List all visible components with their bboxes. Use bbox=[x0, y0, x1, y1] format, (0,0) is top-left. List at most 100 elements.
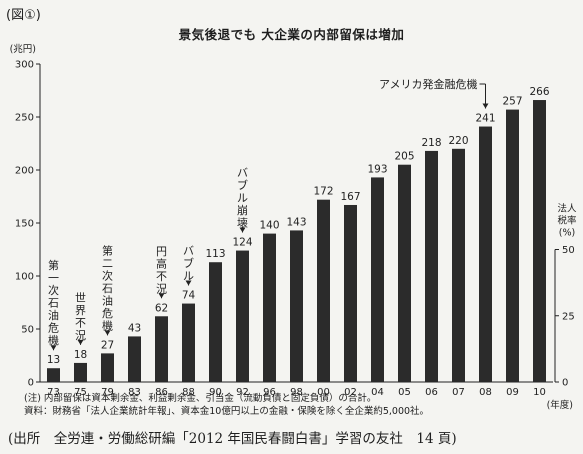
annotation-char: ル bbox=[183, 270, 194, 283]
bar bbox=[317, 199, 330, 382]
x-tick-label: 02 bbox=[344, 387, 357, 398]
annotation-char: 次 bbox=[48, 283, 59, 297]
y-tick-label: 150 bbox=[15, 219, 34, 230]
x-tick-label: 90 bbox=[209, 387, 222, 398]
bar bbox=[236, 250, 249, 382]
annotation-char: 一 bbox=[48, 272, 59, 285]
annotation-arrowhead bbox=[104, 330, 111, 336]
annotation-char: 第 bbox=[48, 258, 59, 272]
annotation-char: 不 bbox=[156, 270, 167, 283]
y-tick-label: 250 bbox=[15, 113, 34, 124]
annotation-char: 高 bbox=[156, 256, 167, 270]
annotation-char: バ bbox=[237, 167, 248, 180]
x-tick-label: 00 bbox=[317, 387, 330, 398]
annotation-char: ル bbox=[237, 192, 248, 205]
bar-value-label: 124 bbox=[232, 237, 252, 249]
x-tick-label: 83 bbox=[128, 387, 141, 398]
bar bbox=[398, 164, 411, 382]
annotation-char: 界 bbox=[75, 304, 86, 317]
y-tick-label: 0 bbox=[28, 378, 34, 389]
bar bbox=[533, 100, 546, 382]
bar bbox=[290, 230, 303, 382]
x-tick-label: 10 bbox=[533, 387, 546, 398]
bar-value-label: 62 bbox=[155, 302, 168, 314]
bar bbox=[101, 353, 114, 382]
bar-value-label: 218 bbox=[421, 137, 441, 149]
x-tick-label: 07 bbox=[452, 387, 465, 398]
x-tick-label: 09 bbox=[506, 387, 519, 398]
secondary-tick-label: 0 bbox=[562, 378, 568, 389]
publication-source: (出所 全労連・労働総研編「2012 年国民春闘白書」学習の友社 14 頁) bbox=[8, 431, 457, 447]
bar bbox=[371, 177, 384, 382]
x-tick-label: 92 bbox=[236, 387, 249, 398]
x-tick-label: 05 bbox=[398, 387, 411, 398]
annotation-char: 況 bbox=[156, 281, 167, 295]
secondary-axis-label: 法人 bbox=[557, 203, 577, 215]
bar-value-label: 241 bbox=[475, 113, 495, 125]
bar bbox=[47, 368, 60, 382]
chart-note: (注) 内部留保は資本剰余金、利益剰余金、引当金（流動負債と固定負債）の合計。 bbox=[24, 393, 377, 404]
y-tick-label: 200 bbox=[15, 166, 34, 177]
y-tick-label: 300 bbox=[15, 60, 34, 71]
annotation-char: ブ bbox=[183, 256, 194, 270]
bar-value-label: 13 bbox=[47, 354, 60, 366]
annotation-arrowhead bbox=[239, 227, 246, 233]
annotation-char: 油 bbox=[48, 308, 59, 322]
bar-value-label: 113 bbox=[205, 248, 225, 260]
bar bbox=[128, 336, 141, 382]
bar-value-label: 220 bbox=[448, 135, 468, 147]
annotation-arrowhead bbox=[482, 103, 489, 109]
secondary-axis-label: 税率 bbox=[557, 215, 577, 227]
figure-label: (図①) bbox=[6, 8, 41, 23]
bar-value-label: 266 bbox=[529, 86, 549, 98]
annotation-char: 危 bbox=[48, 322, 59, 335]
annotation-char: 危 bbox=[102, 307, 113, 320]
annotation-arrowhead bbox=[158, 293, 165, 299]
annotation-char: 二 bbox=[102, 257, 113, 270]
bar bbox=[452, 148, 465, 382]
bar bbox=[155, 316, 168, 382]
secondary-axis-label: (%) bbox=[559, 228, 575, 239]
bar-value-label: 143 bbox=[286, 216, 306, 228]
annotation-text: アメリカ発金融危機 bbox=[379, 77, 477, 91]
x-tick-label: 06 bbox=[425, 387, 438, 398]
bar-value-label: 257 bbox=[502, 96, 522, 108]
bar bbox=[182, 303, 195, 382]
bar bbox=[263, 233, 276, 382]
annotation-char: 円 bbox=[156, 245, 167, 258]
bar bbox=[209, 262, 222, 382]
bar-value-label: 193 bbox=[367, 163, 387, 175]
x-tick-label: 08 bbox=[479, 387, 492, 398]
annotation-char: バ bbox=[183, 245, 194, 258]
x-tick-label: 96 bbox=[263, 387, 276, 398]
bar-value-label: 140 bbox=[259, 220, 279, 232]
bar-value-label: 167 bbox=[340, 191, 360, 203]
annotation-arrowhead bbox=[77, 339, 84, 345]
bar bbox=[74, 362, 87, 382]
bar-value-label: 172 bbox=[313, 186, 333, 198]
annotation-char: 機 bbox=[102, 318, 113, 332]
x-tick-label: 04 bbox=[371, 387, 384, 398]
chart-title: 景気後退でも 大企業の内部留保は増加 bbox=[178, 27, 405, 42]
annotation-char: 石 bbox=[48, 297, 59, 310]
secondary-tick-label: 50 bbox=[562, 245, 575, 256]
bar-value-label: 205 bbox=[394, 151, 414, 163]
x-tick-label: 86 bbox=[155, 387, 168, 398]
y-tick-label: 50 bbox=[21, 325, 34, 336]
bar-value-label: 18 bbox=[74, 349, 87, 361]
x-tick-label: 75 bbox=[74, 387, 87, 398]
x-tick-label: 79 bbox=[101, 387, 114, 398]
x-axis-unit: (年度) bbox=[547, 399, 573, 411]
annotation-char: 況 bbox=[75, 328, 86, 342]
annotation-char: 世 bbox=[75, 291, 86, 304]
bar-value-label: 74 bbox=[182, 290, 196, 302]
y-axis-unit: (兆円) bbox=[10, 44, 36, 55]
annotation-char: 次 bbox=[102, 268, 113, 282]
annotation-char: 機 bbox=[48, 333, 59, 347]
y-tick-label: 100 bbox=[15, 272, 34, 283]
bar bbox=[479, 126, 492, 382]
annotation-char: 不 bbox=[75, 316, 86, 329]
bar bbox=[506, 109, 519, 382]
annotation-char: ブ bbox=[237, 178, 248, 192]
